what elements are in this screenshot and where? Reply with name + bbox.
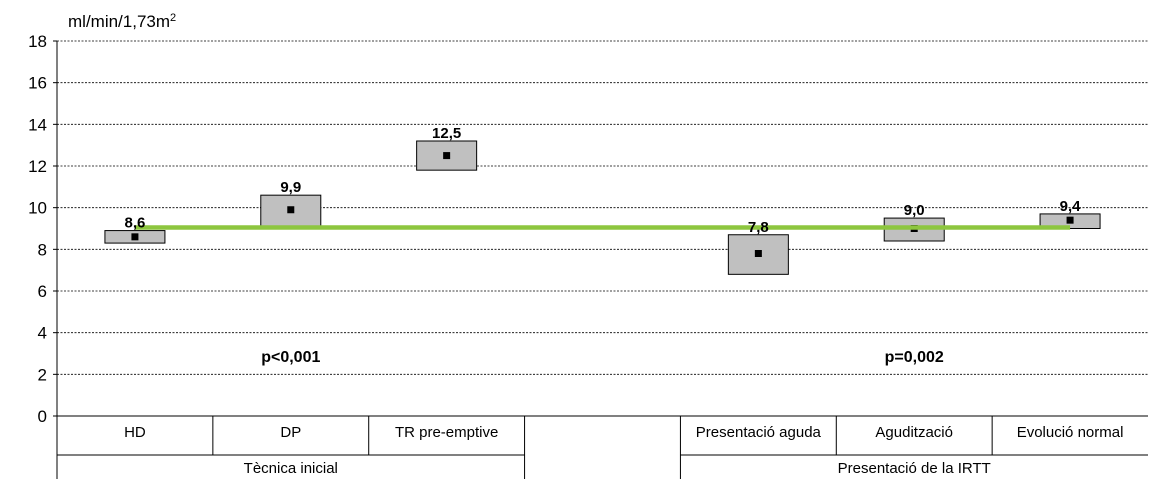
data-label-0: 8,6 — [124, 215, 145, 232]
y-tick-label-12: 12 — [28, 157, 47, 176]
annotations-layer: p<0,001 p=0,002 — [261, 349, 944, 366]
y-tick-label-10: 10 — [28, 199, 47, 218]
mean-marker-0 — [131, 233, 139, 241]
x-category-label-1: DP — [280, 424, 301, 441]
boxes-layer — [104, 140, 1101, 275]
data-label-1: 9,9 — [280, 179, 301, 196]
y-tick-label-2: 2 — [38, 365, 47, 384]
y-tick-label-4: 4 — [38, 324, 47, 343]
x-category-label-4: Presentació aguda — [696, 424, 822, 441]
data-label-4: 9,0 — [904, 202, 925, 219]
y-axis-ticks: 0 2 4 6 8 10 12 14 16 18 — [28, 32, 57, 426]
x-axis: HD DP TR pre-emptive Presentació aguda Agudi… — [56, 41, 1148, 479]
y-tick-label-8: 8 — [38, 240, 47, 259]
x-group-label-1: Presentació de la IRTT — [838, 460, 991, 477]
mean-marker-2 — [443, 152, 451, 160]
y-tick-label-0: 0 — [38, 407, 47, 426]
y-unit-label: ml/min/1,73m2 — [68, 12, 176, 31]
x-category-label-0: HD — [124, 424, 146, 441]
mean-marker-5 — [1066, 216, 1074, 224]
p-value-annotation-1: p=0,002 — [885, 349, 944, 366]
data-labels-layer: 8,6 9,9 12,5 7,8 9,0 9,4 — [124, 125, 1081, 236]
x-group-label-0: Tècnica inicial — [244, 460, 338, 477]
mean-marker-1 — [287, 206, 295, 214]
mean-marker-3 — [754, 250, 762, 257]
x-category-label-6: Evolució normal — [1017, 424, 1124, 441]
gridlines — [57, 40, 1148, 375]
x-category-label-5: Agudització — [875, 424, 953, 441]
y-tick-label-18: 18 — [28, 32, 47, 51]
data-label-5: 9,4 — [1060, 198, 1082, 215]
y-tick-label-6: 6 — [38, 282, 47, 301]
data-label-3: 7,8 — [748, 219, 769, 236]
y-tick-label-14: 14 — [28, 115, 47, 134]
x-category-label-2: TR pre-emptive — [395, 424, 498, 441]
p-value-annotation-0: p<0,001 — [261, 349, 320, 366]
data-label-2: 12,5 — [432, 125, 461, 142]
y-tick-label-16: 16 — [28, 74, 47, 93]
